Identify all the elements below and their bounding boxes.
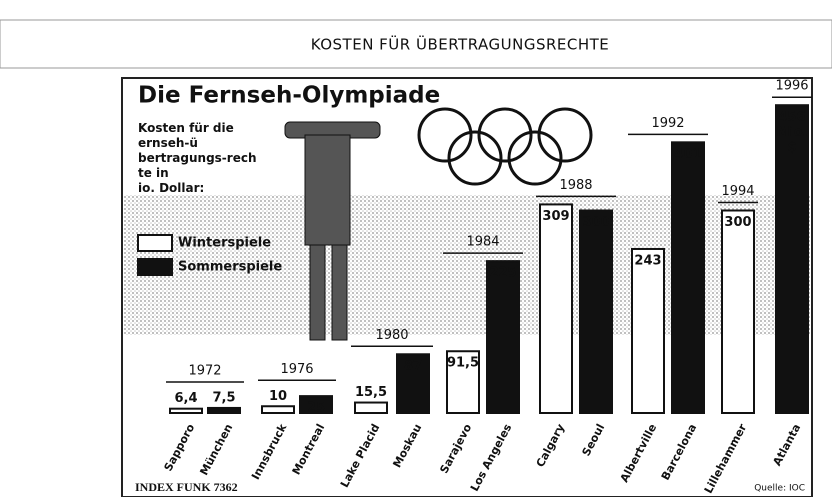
group-label: 1994 (721, 184, 754, 199)
header-band (0, 19, 832, 69)
bar (446, 350, 480, 414)
chart-subtitle: Kosten für die ernseh-ü bertragungs-rech t… (138, 121, 257, 195)
group-label: 1984 (466, 235, 499, 250)
group-label: 1988 (559, 178, 592, 193)
value-label: 7,5 (212, 390, 235, 405)
bar (169, 407, 203, 414)
bar (396, 353, 430, 414)
value-label: 15,5 (355, 385, 387, 400)
bar (539, 203, 573, 414)
value-label: 309 (542, 209, 569, 224)
group-label: 1992 (651, 116, 684, 131)
cameraman (284, 121, 381, 341)
bar (579, 209, 613, 414)
group-label: 1972 (188, 363, 221, 378)
source: Quelle: IOC (754, 484, 805, 494)
legend-swatch (137, 258, 173, 276)
value-label: 10 (269, 389, 287, 404)
bar (354, 401, 388, 415)
bar (207, 406, 241, 414)
bar (775, 104, 809, 414)
legend-label: Sommerspiele (178, 260, 282, 275)
group-label: 1996 (775, 79, 808, 94)
bar (631, 247, 665, 414)
chart-title: Die Fernseh-Olympiade (138, 83, 440, 109)
value-label: 87 (404, 359, 422, 374)
group-label: 1976 (280, 362, 313, 377)
group-label: 1980 (375, 328, 408, 343)
bar (671, 141, 705, 414)
value-label: 300 (724, 215, 751, 230)
value-label: 225 (489, 266, 516, 281)
bar (721, 209, 755, 414)
value-label: 456 Mio. $ (776, 110, 807, 155)
legend-label: Winterspiele (178, 236, 271, 251)
bar (261, 405, 295, 414)
value-label: 6,4 (174, 391, 197, 406)
value-label: 401 (674, 147, 701, 162)
bar (486, 260, 520, 414)
value-label: 243 (634, 253, 661, 268)
legend-swatch (137, 234, 173, 252)
olympic-rings (417, 107, 593, 186)
value-label: 25 (307, 401, 325, 416)
header-title: Kosten für Übertragungsrechte (311, 35, 610, 54)
value-label: 300 (582, 215, 609, 230)
footer: INDEX FUNK 7362 (135, 480, 238, 494)
bar (299, 395, 333, 414)
value-label: 91,5 (447, 356, 479, 371)
